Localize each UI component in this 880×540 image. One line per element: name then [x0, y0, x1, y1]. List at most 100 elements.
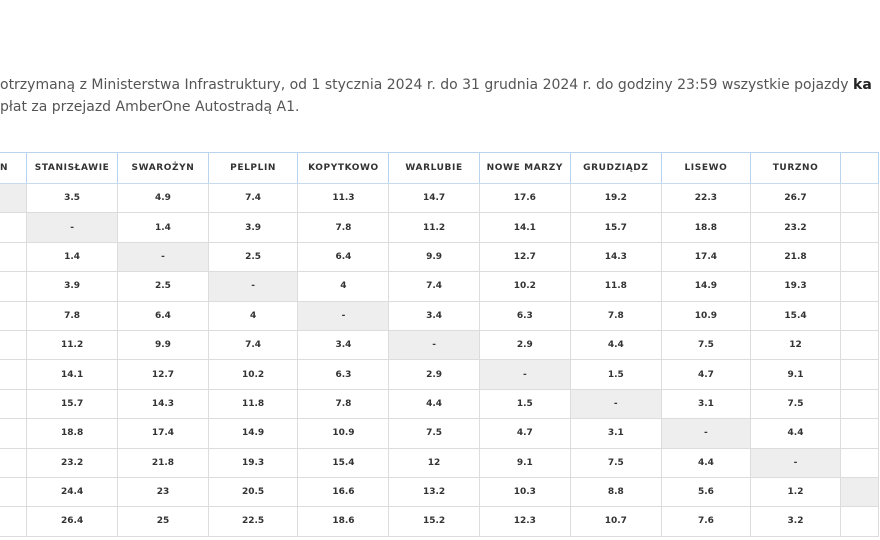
- cell: [0, 271, 28, 302]
- cell: 4: [207, 300, 299, 331]
- cell: 15.2: [388, 506, 480, 537]
- table-row: -1.4 3.9 7.8 11.2 14.1 15.7 18.8 23.2: [0, 212, 880, 243]
- cell: 18.8: [660, 212, 752, 243]
- cell: 15.7: [569, 212, 662, 243]
- cell: 19.3: [207, 447, 299, 478]
- table-row: 23.2 21.8 19.3 15.4 12 9.1 7.5 4.4-: [0, 447, 880, 478]
- table-row: 3.9 2.5-4 7.4 10.2 11.8 14.9 19.3: [0, 271, 880, 302]
- table-row: 18.8 17.4 14.9 10.9 7.5 4.7 3.1-4.4: [0, 418, 880, 449]
- cell: 22.5: [207, 506, 299, 537]
- cell: 15.4: [297, 447, 390, 478]
- header-cell: SWAROŻYN: [117, 152, 209, 184]
- cell: 11.8: [569, 271, 662, 302]
- cell: 11.2: [26, 329, 119, 361]
- cell: 13.2: [388, 476, 480, 508]
- cell: 7.8: [297, 388, 390, 420]
- cell: 7.8: [26, 300, 119, 331]
- cell: 12: [750, 329, 841, 361]
- cell: [839, 447, 880, 478]
- cell: 7.5: [388, 418, 480, 449]
- cell: 9.1: [478, 447, 571, 478]
- header-cell: NOWE MARZY: [478, 152, 571, 184]
- cell: 6.3: [297, 359, 390, 390]
- table-row: 14.1 12.7 10.2 6.3 2.9-1.5 4.7 9.1: [0, 359, 880, 390]
- cell: 16.6: [297, 476, 390, 508]
- cell: 1.2: [750, 476, 841, 508]
- cell: 11.8: [207, 388, 299, 420]
- cell: 12.3: [478, 506, 571, 537]
- cell: 12: [388, 447, 480, 478]
- cell: -: [297, 300, 390, 331]
- cell: [839, 329, 880, 361]
- cell: 3.1: [660, 388, 752, 420]
- cell: 7.5: [750, 388, 841, 420]
- cell: 12.7: [117, 359, 209, 390]
- cell: -: [26, 212, 119, 243]
- table-row: 7.8 6.4 4-3.4 6.3 7.8 10.9 15.4: [0, 300, 880, 331]
- table-row: 11.2 9.9 7.4 3.4-2.9 4.4 7.5 12: [0, 329, 880, 361]
- intro-line: otrzymaną z Ministerstwa Infrastruktury,…: [0, 74, 872, 96]
- cell: -: [660, 418, 752, 449]
- intro-line: płat za przejazd AmberOne Autostradą A1.: [0, 99, 300, 115]
- cell: 1.4: [117, 212, 209, 243]
- intro: otrzymaną z Ministerstwa Infrastruktury,…: [0, 74, 872, 118]
- cell: 10.3: [478, 476, 571, 508]
- cell: 1.5: [569, 359, 662, 390]
- cell: 17.6: [478, 182, 571, 214]
- cell: 9.9: [388, 241, 480, 273]
- cell: 20.5: [207, 476, 299, 508]
- cell: [839, 300, 880, 331]
- cell: 6.4: [297, 241, 390, 273]
- cell: 2.5: [117, 271, 209, 302]
- cell: [839, 418, 880, 449]
- cell: 7.6: [660, 506, 752, 537]
- header-cell: N: [0, 152, 28, 184]
- cell: 12.7: [478, 241, 571, 273]
- toll-table: N STANISŁAWIE SWAROŻYN PELPLIN KOPYTKOWO WARL…: [0, 152, 880, 537]
- cell: [0, 241, 28, 273]
- cell: 3.2: [750, 506, 841, 537]
- cell: [0, 182, 28, 214]
- cell: 9.9: [117, 329, 209, 361]
- cell: 10.9: [660, 300, 752, 331]
- cell: 3.9: [207, 212, 299, 243]
- cell: [839, 271, 880, 302]
- cell: 6.4: [117, 300, 209, 331]
- cell: 4: [297, 271, 390, 302]
- table-row: 15.7 14.3 11.8 7.8 4.4 1.5-3.1 7.5: [0, 388, 880, 420]
- cell: [0, 506, 28, 537]
- cell: [0, 359, 28, 390]
- cell: 10.2: [478, 271, 571, 302]
- cell: 1.5: [478, 388, 571, 420]
- cell: [0, 300, 28, 331]
- cell: 10.7: [569, 506, 662, 537]
- header-row: N STANISŁAWIE SWAROŻYN PELPLIN KOPYTKOWO WARL…: [0, 152, 880, 184]
- cell: 3.5: [26, 182, 119, 214]
- intro-text: otrzymaną z Ministerstwa Infrastruktury,…: [0, 77, 849, 93]
- cell: 3.9: [26, 271, 119, 302]
- cell: [839, 212, 880, 243]
- cell: 7.5: [660, 329, 752, 361]
- cell: 4.4: [660, 447, 752, 478]
- cell: 15.4: [750, 300, 841, 331]
- cell: 2.5: [207, 241, 299, 273]
- cell: -: [569, 388, 662, 420]
- cell: [0, 447, 28, 478]
- cell: 6.3: [478, 300, 571, 331]
- cell: [0, 476, 28, 508]
- cell: 23.2: [750, 212, 841, 243]
- cell: [839, 476, 880, 508]
- cell: 10.2: [207, 359, 299, 390]
- cell: -: [478, 359, 571, 390]
- cell: 17.4: [660, 241, 752, 273]
- cell: 7.8: [569, 300, 662, 331]
- table-row: 3.5 4.9 7.4 11.3 14.7 17.6 19.2 22.3 26.7: [0, 182, 880, 214]
- cell: 5.6: [660, 476, 752, 508]
- header-cell: [839, 152, 880, 184]
- cell: 19.3: [750, 271, 841, 302]
- table-row: 24.4 23 20.5 16.6 13.2 10.3 8.8 5.6 1.2: [0, 476, 880, 508]
- cell: 11.3: [297, 182, 390, 214]
- cell: 15.7: [26, 388, 119, 420]
- cell: [839, 182, 880, 214]
- cell: [0, 388, 28, 420]
